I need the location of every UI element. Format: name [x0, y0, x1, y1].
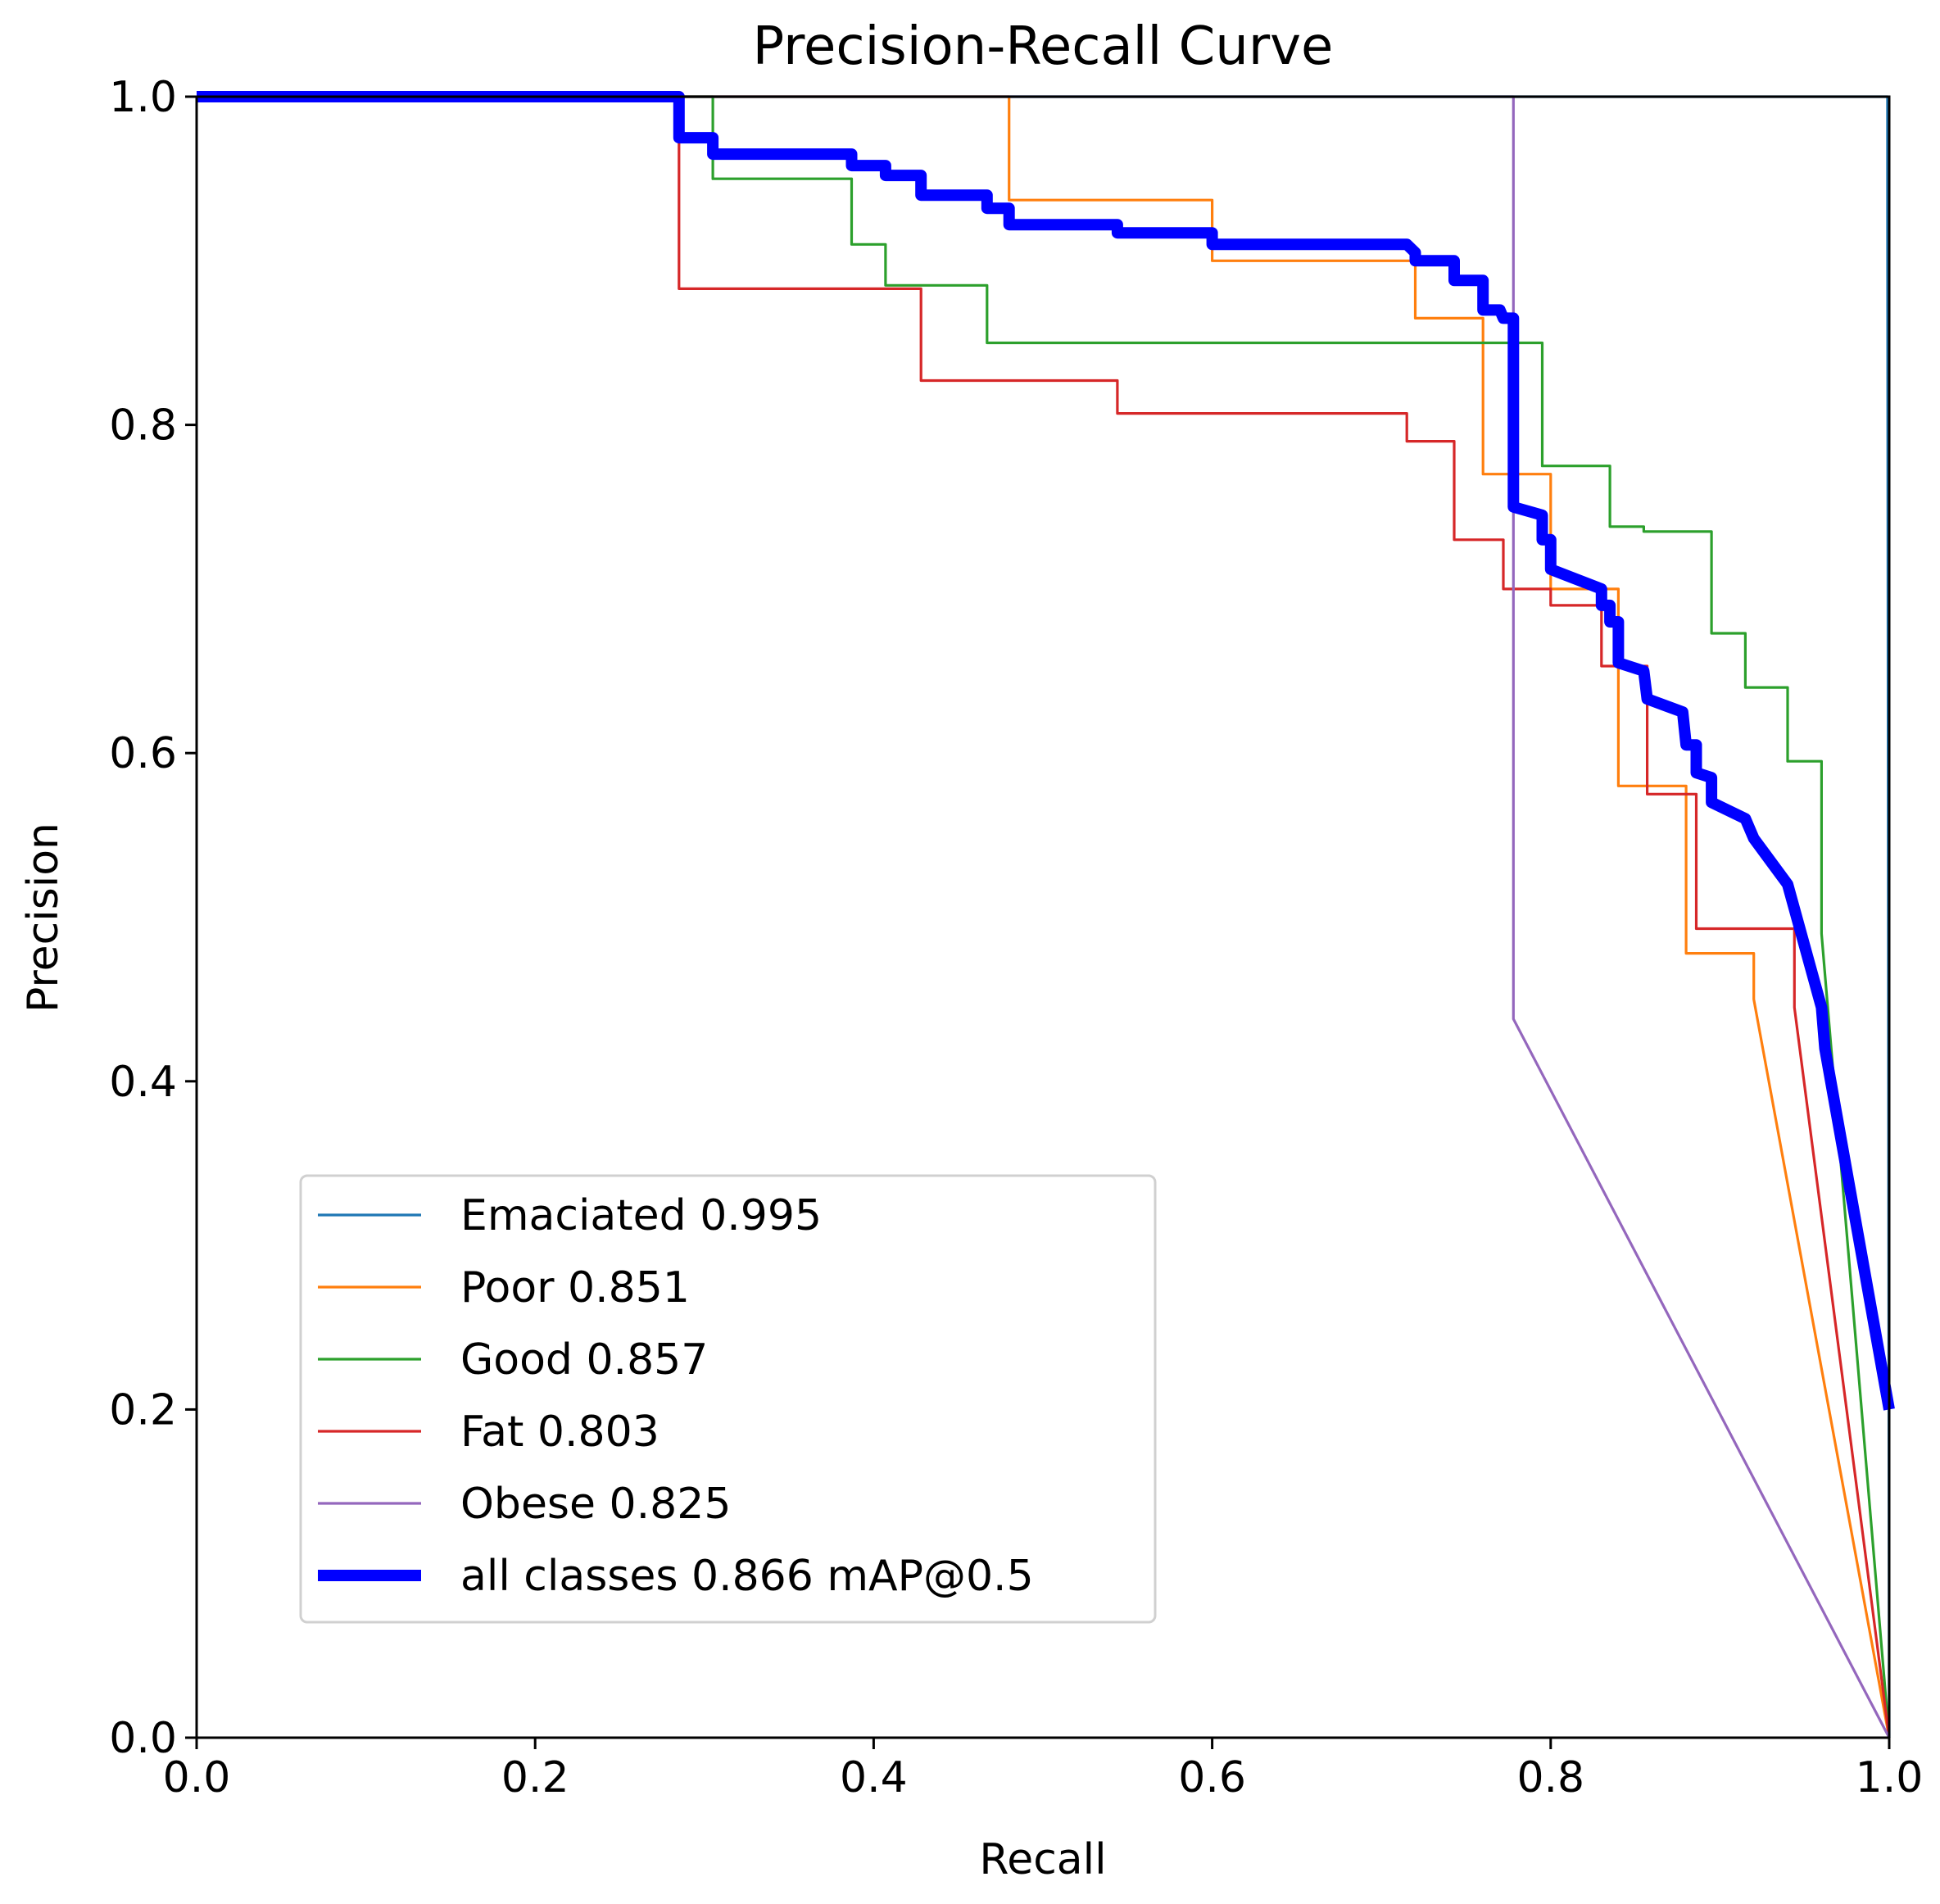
x-tick-label: 1.0	[1856, 1753, 1924, 1802]
y-tick-label: 0.8	[109, 401, 177, 451]
y-tick-label: 0.2	[109, 1385, 177, 1435]
y-tick-label: 0.4	[109, 1058, 177, 1107]
legend-label-5: all classes 0.866 mAP@0.5	[460, 1552, 1034, 1601]
x-tick-label: 0.0	[163, 1753, 231, 1802]
x-tick-label: 0.4	[840, 1753, 908, 1802]
y-tick-label: 0.6	[109, 729, 177, 778]
x-tick-label: 0.8	[1516, 1753, 1584, 1802]
plot-frame	[195, 95, 1891, 1739]
x-tick-label: 0.2	[501, 1753, 569, 1802]
x-axis-label: Recall	[979, 1835, 1106, 1884]
y-tick-label: 0.0	[109, 1714, 177, 1763]
legend-items: Emaciated 0.995 Poor 0.851 Good 0.857 Fat 0…	[318, 1191, 1034, 1601]
x-ticks: 0.0 0.2 0.4 0.6 0.8 1.0	[163, 1738, 1924, 1802]
y-tick-label: 1.0	[109, 73, 177, 122]
series-line-2	[197, 95, 1891, 1739]
legend-label-3: Fat 0.803	[460, 1408, 660, 1457]
series-line-3	[197, 95, 1891, 1739]
x-tick-label: 0.6	[1178, 1753, 1246, 1802]
legend-label-2: Good 0.857	[460, 1335, 708, 1385]
series-line-5	[197, 91, 1895, 1411]
legend-label-0: Emaciated 0.995	[460, 1191, 822, 1240]
chart-title: Precision-Recall Curve	[753, 16, 1334, 77]
y-ticks: 0.0 0.2 0.4 0.6 0.8 1.0	[109, 73, 197, 1763]
legend-box	[299, 1174, 1157, 1624]
legend-label-1: Poor 0.851	[460, 1263, 690, 1312]
legend: Emaciated 0.995 Poor 0.851 Good 0.857 Fat 0…	[299, 1174, 1157, 1624]
legend-label-4: Obese 0.825	[460, 1480, 731, 1529]
y-axis-label: Precision	[19, 823, 68, 1013]
